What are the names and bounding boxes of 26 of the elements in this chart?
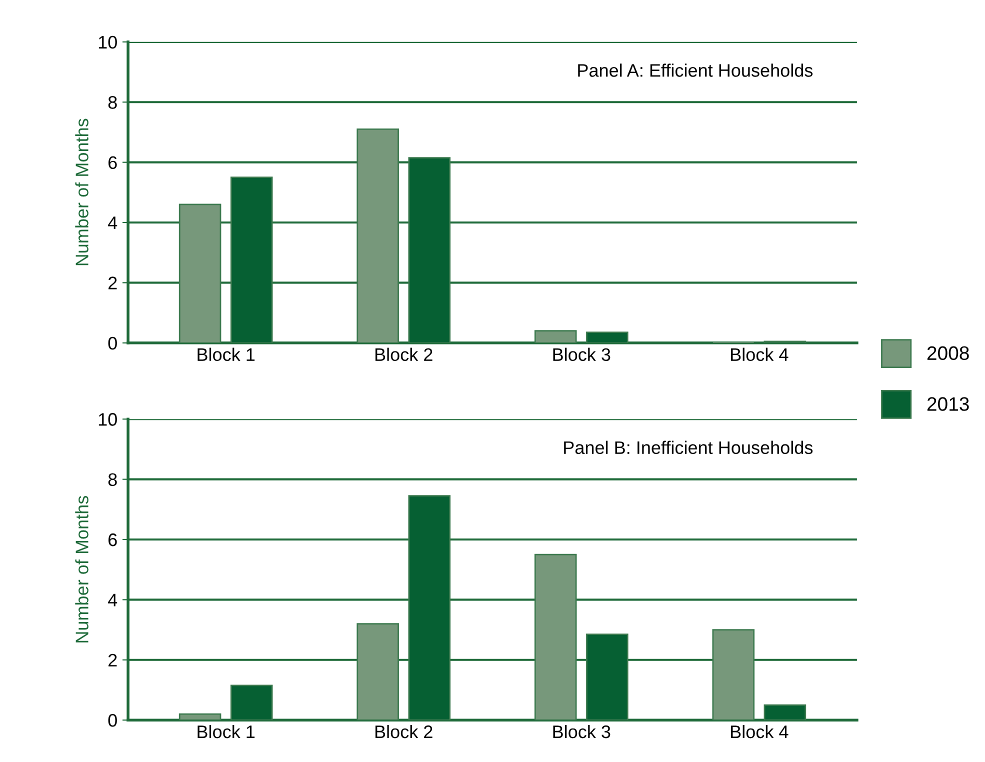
legend-label: 2013: [927, 397, 969, 411]
x-tick-label: Block 1: [198, 724, 255, 738]
y-tick-label: 10: [98, 36, 117, 49]
legend-label: 2008: [927, 346, 969, 360]
y-tick-label: 8: [108, 473, 117, 486]
y-tick-label: 6: [108, 156, 117, 170]
x-tick-label: Block 2: [375, 348, 432, 362]
y-tick-label: 2: [108, 654, 117, 666]
x-tick-label: Block 1: [198, 348, 255, 362]
y-tick-label: 2: [108, 276, 117, 290]
annotation: Panel A: Efficient Households: [578, 64, 813, 77]
y-tick-label: 10: [98, 413, 117, 426]
y-axis-title: Number of Months: [75, 118, 88, 266]
y-tick-label: 4: [108, 594, 118, 606]
y-tick-label: 0: [108, 336, 117, 350]
x-tick-label: Block 2: [375, 724, 432, 738]
x-tick-label: Block 4: [731, 724, 788, 738]
x-tick-label: Block 3: [553, 724, 610, 738]
y-axis-title: Number of Months: [75, 496, 88, 642]
y-tick-label: 0: [108, 714, 117, 727]
y-tick-label: 4: [108, 216, 118, 230]
x-tick-label: Block 4: [731, 348, 788, 362]
x-tick-label: Block 3: [553, 348, 610, 362]
y-tick-label: 8: [108, 96, 117, 109]
annotation: Panel B: Inefficient Households: [564, 440, 813, 454]
y-tick-label: 6: [108, 533, 117, 546]
